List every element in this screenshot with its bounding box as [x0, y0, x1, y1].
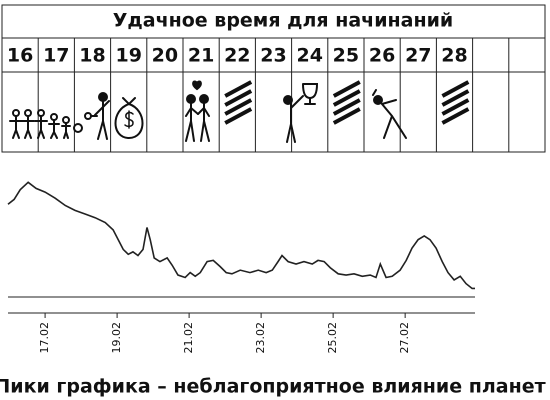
caption: Пики графика – неблагоприятное влияние п…: [0, 376, 546, 398]
stretch-icon: [372, 89, 407, 139]
stripe: [441, 107, 470, 125]
stripe: [224, 80, 253, 98]
stripe: [441, 89, 470, 107]
day-label: 28: [441, 45, 467, 67]
stripe: [332, 89, 361, 107]
day-label: 24: [296, 45, 322, 67]
stripe: [224, 98, 253, 116]
x-tick-label: 17.02: [38, 322, 51, 354]
day-label: 25: [333, 45, 359, 67]
stripe: [332, 107, 361, 125]
columns: 16 17 18 19 20 21 22 23 24 25 26 27 28: [7, 38, 510, 152]
day-label: 19: [115, 45, 141, 67]
x-tick-label: 21.02: [182, 322, 195, 354]
x-tick-label: 19.02: [110, 322, 123, 354]
stripe: [441, 80, 470, 98]
day-label: 18: [79, 45, 105, 67]
data-line: [7, 181, 475, 290]
x-tick-label: 23.02: [254, 322, 267, 354]
x-tick-label: 27.02: [398, 322, 411, 354]
stripe: [224, 89, 253, 107]
table-frame: [1, 4, 546, 153]
key-figure-icon: [84, 92, 110, 140]
stripe: [224, 107, 253, 125]
day-label: 21: [188, 45, 214, 67]
stripes: [224, 80, 470, 125]
money-bag-icon: [114, 97, 144, 140]
day-label: 22: [224, 45, 250, 67]
trophy-icon: [283, 83, 319, 143]
day-label: 26: [369, 45, 395, 67]
day-label: 20: [152, 45, 178, 67]
day-label: 17: [43, 45, 69, 67]
day-label: 23: [260, 45, 286, 67]
stripe: [332, 80, 361, 98]
x-tick-label: 25.02: [326, 322, 339, 354]
table-title: Удачное время для начинаний: [113, 10, 453, 32]
stripe: [441, 98, 470, 116]
icons: [9, 80, 407, 143]
stripe: [332, 98, 361, 116]
couple-icon: [185, 80, 210, 142]
people-chain-icon: [9, 109, 83, 139]
day-label: 16: [7, 45, 33, 67]
day-label: 27: [405, 45, 431, 67]
